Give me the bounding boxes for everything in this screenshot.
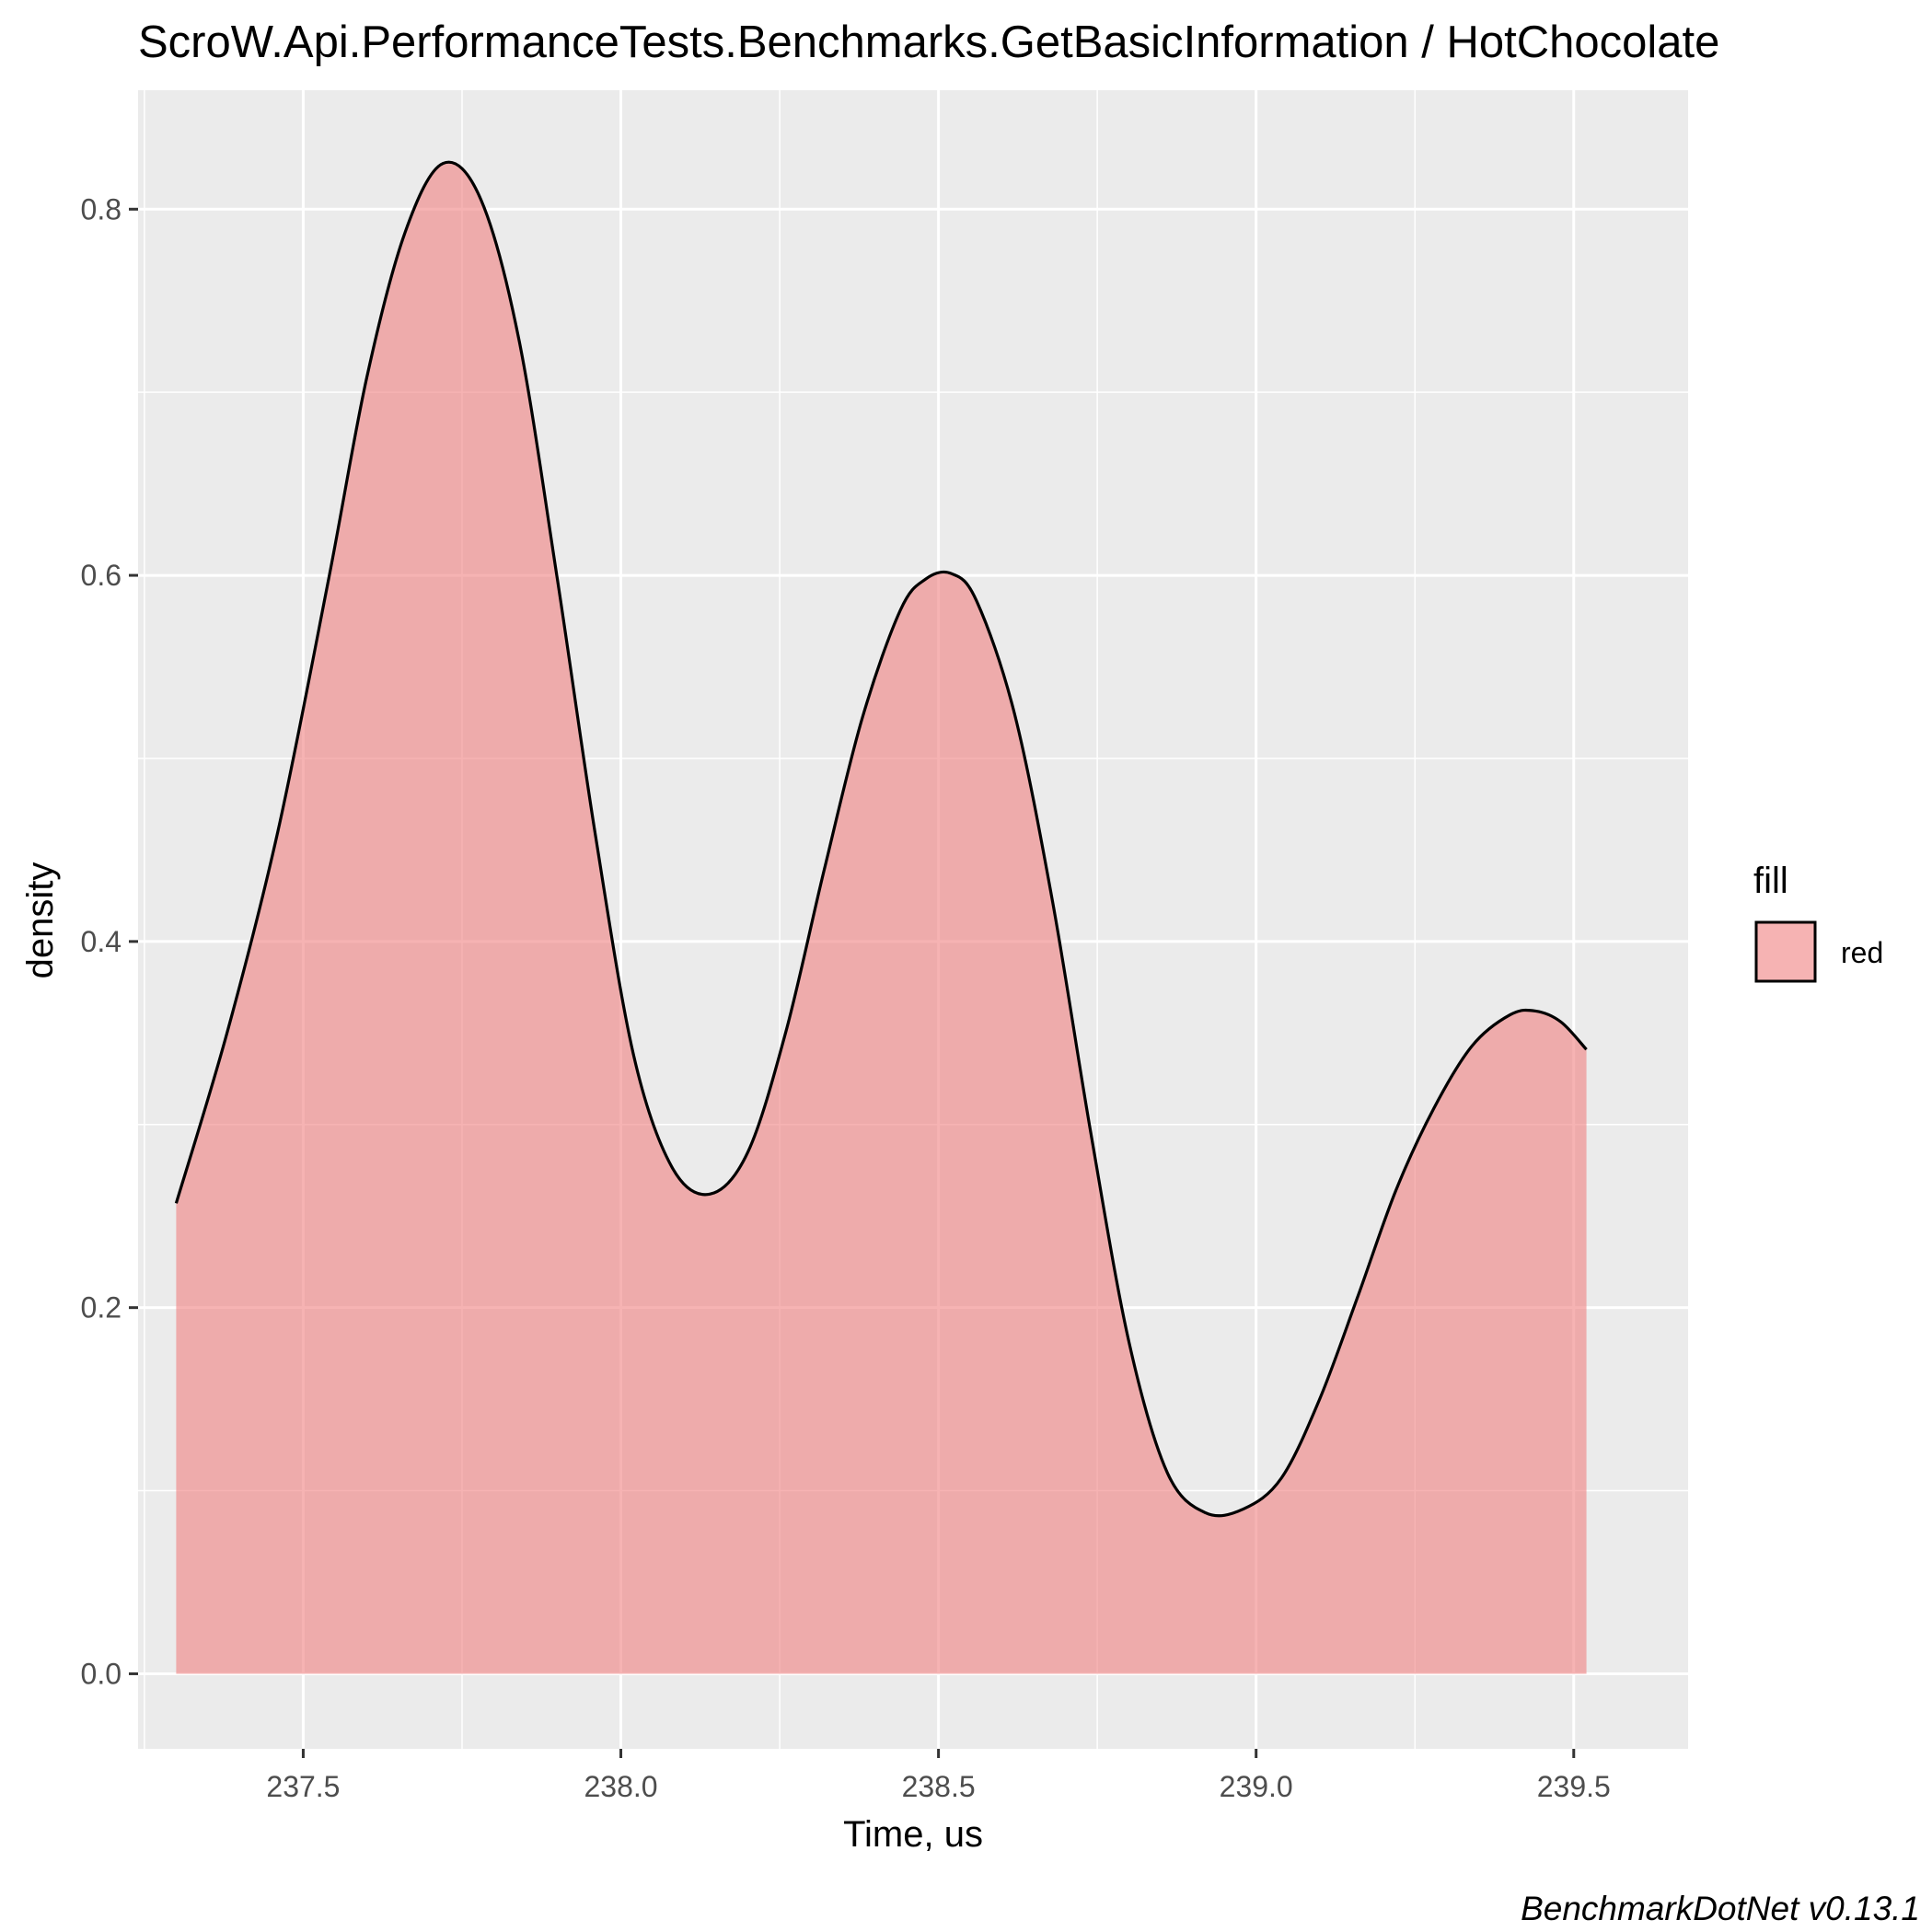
y-tick-label: 0.8 (81, 192, 121, 226)
y-axis: 0.0 0.2 0.4 0.6 0.8 (81, 192, 138, 1690)
x-tick-label: 238.5 (902, 1770, 976, 1803)
y-tick-label: 0.0 (81, 1657, 121, 1690)
series-layer (174, 160, 1588, 1674)
x-tick-label: 239.5 (1537, 1770, 1611, 1803)
legend-key-red (1754, 920, 1817, 983)
legend-title: fill (1753, 861, 1788, 901)
x-tick-label: 238.0 (584, 1770, 657, 1803)
x-tick-label: 237.5 (266, 1770, 340, 1803)
y-tick-label: 0.6 (81, 559, 121, 592)
caption: BenchmarkDotNet v0.13.1 (1521, 1890, 1920, 1927)
y-tick-label: 0.2 (81, 1291, 121, 1325)
x-tick-label: 239.0 (1220, 1770, 1293, 1803)
density-area-red (176, 162, 1587, 1674)
density-line-red (174, 160, 1588, 1518)
legend: fill red (1753, 861, 1883, 983)
y-axis-title: density (20, 862, 61, 979)
y-tick-label: 0.4 (81, 925, 121, 958)
chart-title: ScroW.Api.PerformanceTests.Benchmarks.Ge… (138, 17, 1719, 67)
legend-label-red: red (1841, 936, 1883, 969)
x-axis-title: Time, us (843, 1814, 983, 1855)
x-axis: 237.5 238.0 238.5 239.0 239.5 (266, 1749, 1611, 1803)
